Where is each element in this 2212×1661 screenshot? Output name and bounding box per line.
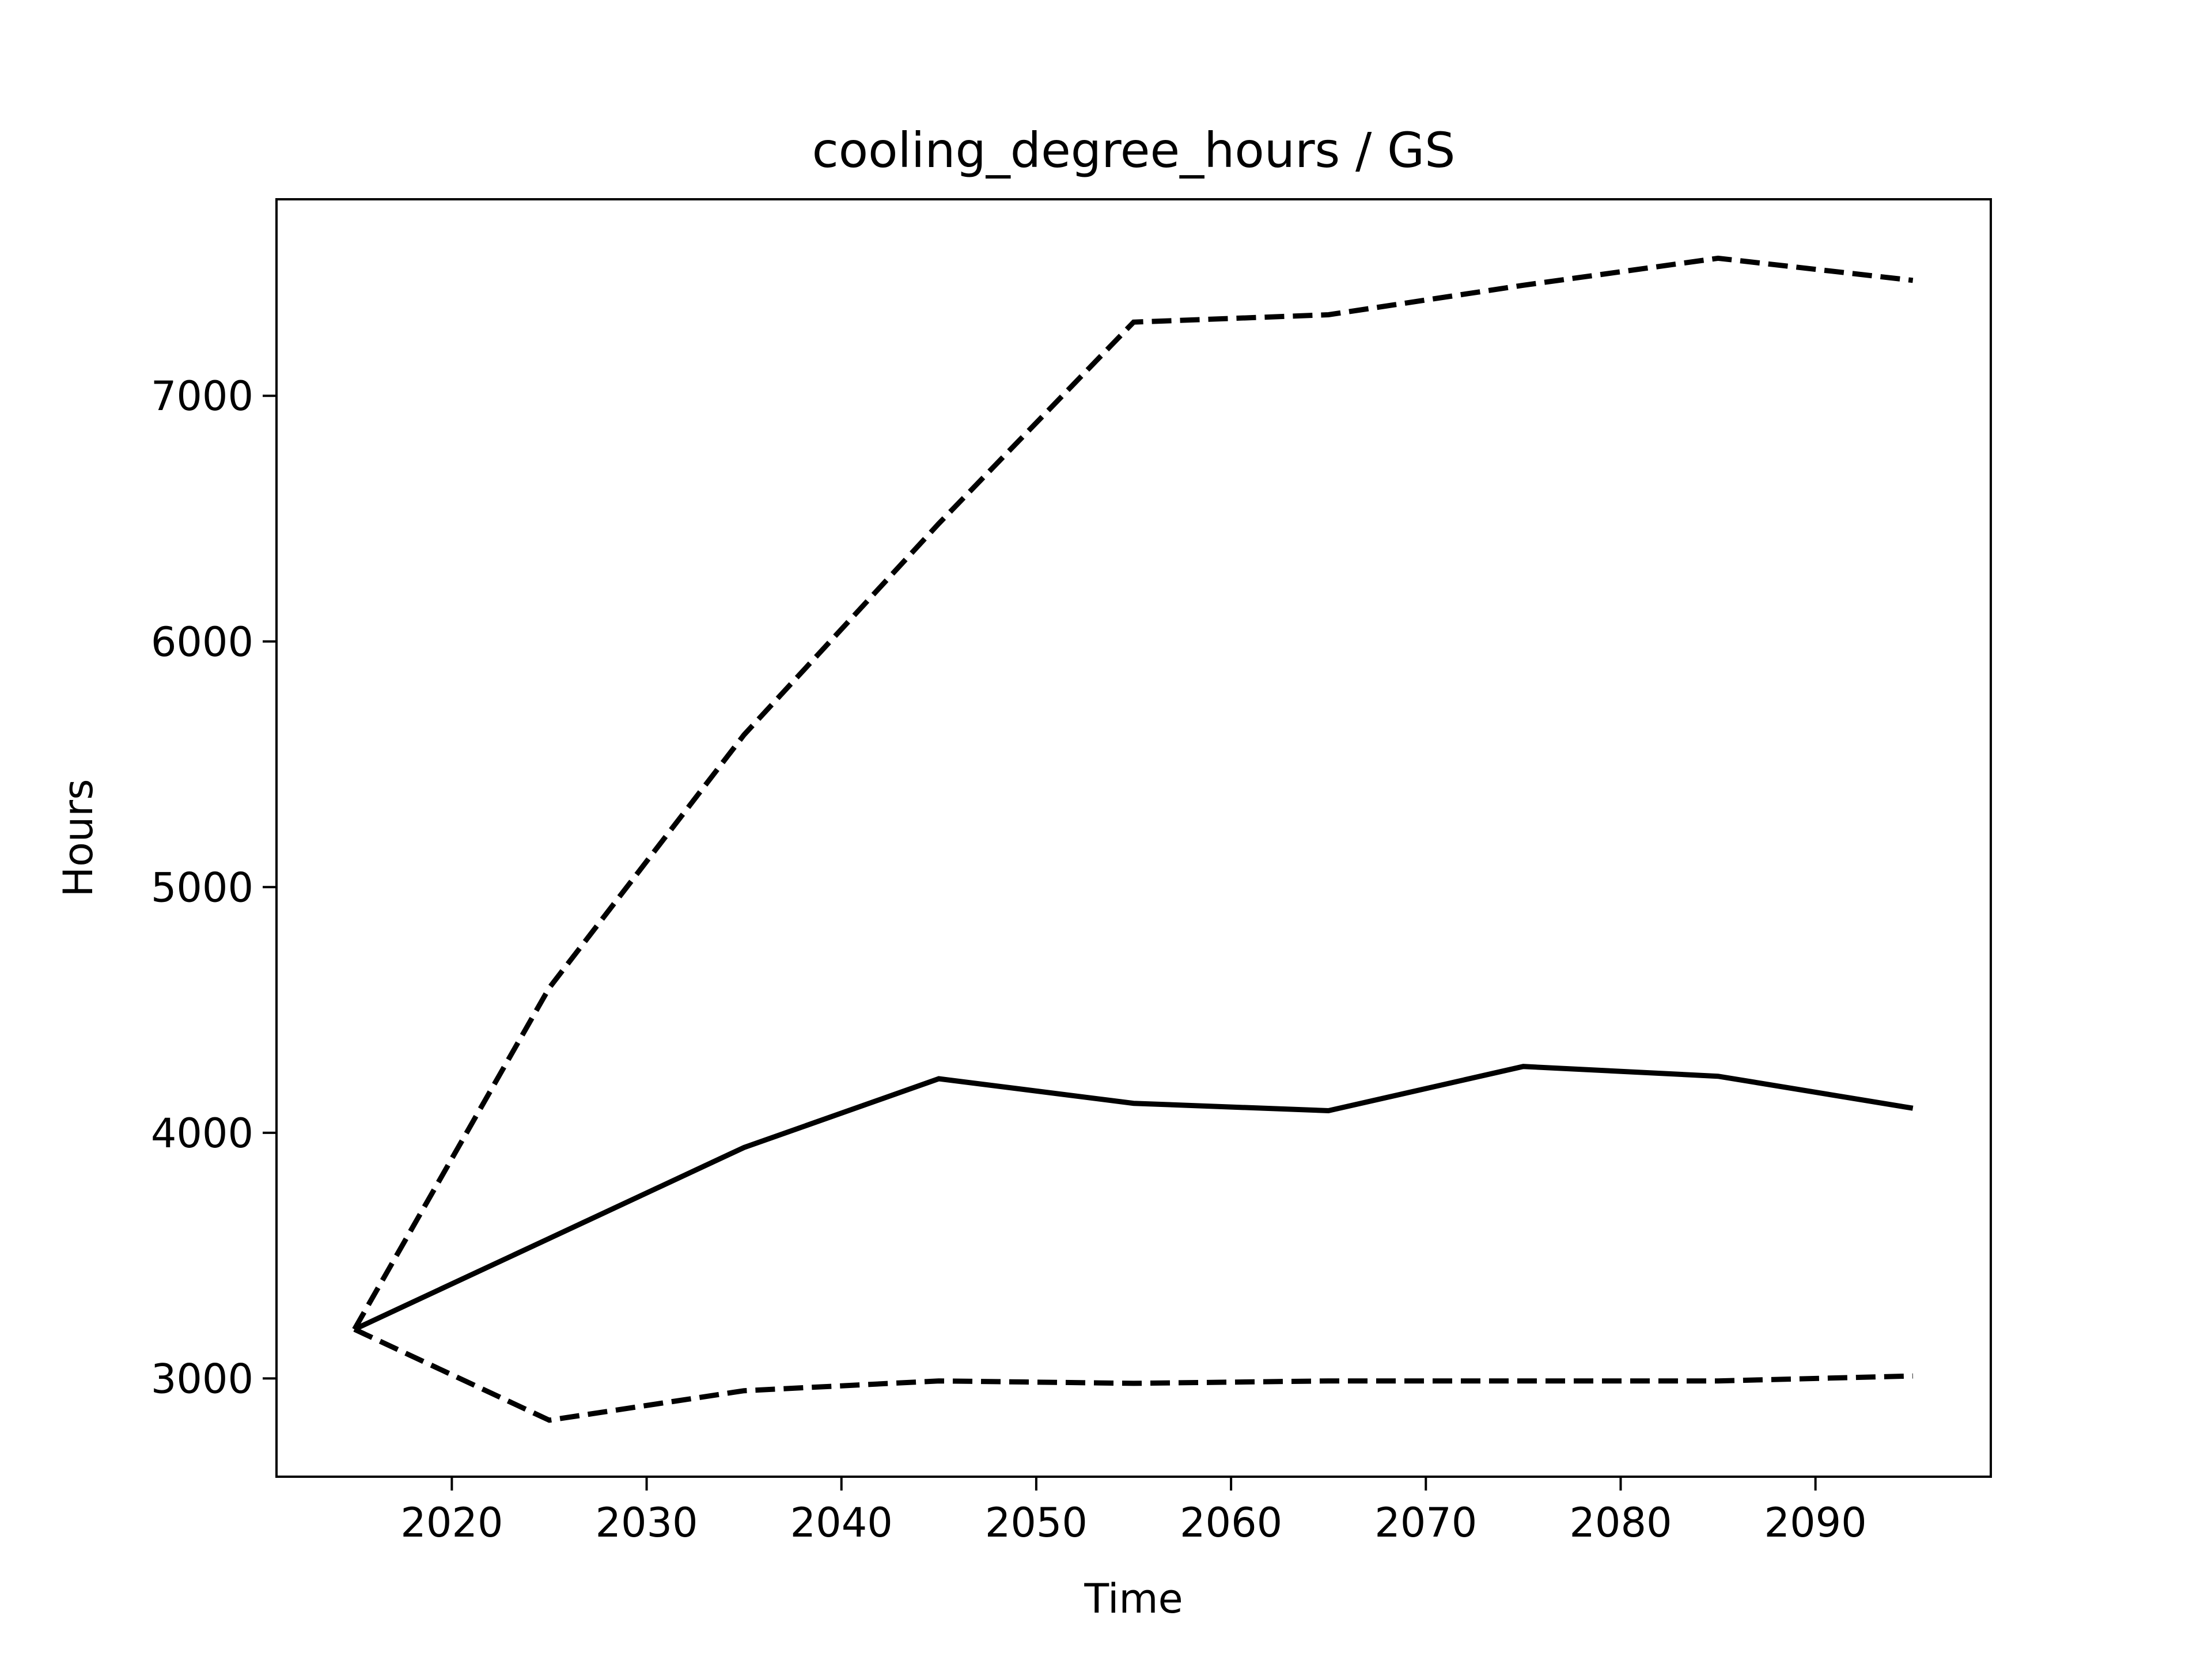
x-tick-label-2060: 2060	[1180, 1499, 1282, 1546]
plot-area-frame	[275, 198, 1992, 1478]
x-tick-label-2030: 2030	[595, 1499, 698, 1546]
y-tick-label-3000: 3000	[151, 1355, 253, 1402]
x-tick-label-2070: 2070	[1374, 1499, 1477, 1546]
y-axis-ticks: 3000 4000 5000 6000 7000	[151, 373, 276, 1402]
chart-title: cooling_degree_hours / GS	[812, 122, 1456, 179]
x-tick-label-2090: 2090	[1764, 1499, 1867, 1546]
x-tick-label-2020: 2020	[400, 1499, 503, 1546]
series-layer	[352, 255, 1914, 1423]
x-axis-label: Time	[1084, 1575, 1183, 1622]
series-line-1	[352, 255, 1914, 1331]
x-tick-label-2040: 2040	[790, 1499, 893, 1546]
x-axis-ticks: 2020 2030 2040 2050 2060 2070 2080 2090	[400, 1477, 1867, 1546]
y-tick-label-6000: 6000	[151, 619, 253, 666]
series-line-2	[353, 1064, 1914, 1332]
x-tick-label-2050: 2050	[985, 1499, 1088, 1546]
y-tick-label-4000: 4000	[151, 1110, 253, 1157]
x-tick-label-2080: 2080	[1569, 1499, 1672, 1546]
y-tick-label-5000: 5000	[151, 864, 253, 911]
series-line-3	[353, 1327, 1913, 1423]
y-axis-label: Hours	[55, 779, 102, 897]
y-tick-label-7000: 7000	[151, 373, 253, 420]
